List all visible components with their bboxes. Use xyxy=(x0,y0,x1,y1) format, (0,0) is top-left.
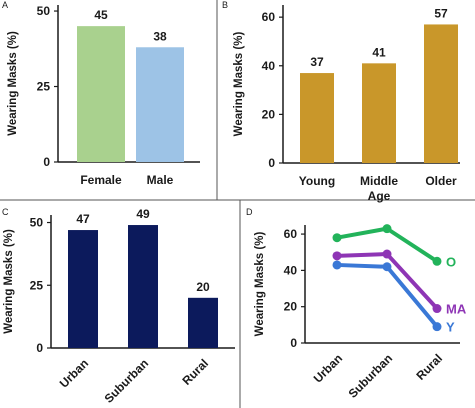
pd-y-tick-label: 40 xyxy=(284,263,298,277)
pd-series-line-ma xyxy=(336,252,439,310)
pa-y-tick-label: 25 xyxy=(37,80,51,94)
pc-x-tick-label: Suburban xyxy=(102,356,151,405)
pa-bar xyxy=(77,26,125,163)
panel-label-d: D xyxy=(246,207,253,217)
pb-x-tick-label-line: Age xyxy=(368,189,391,203)
pb-x-tick-label: Young xyxy=(299,174,335,188)
pa-bar xyxy=(136,47,184,163)
pb-x-tick-label-line: Older xyxy=(425,174,457,188)
pa-data-label: 45 xyxy=(94,8,108,22)
panel-d-location-by-age-chart: 0 20 40 60 Wearing Masks (%) Urban Suburban Rur… xyxy=(254,224,467,401)
pd-series-point-o xyxy=(332,233,342,243)
pd-series-point-y xyxy=(332,260,342,270)
pa-y-tick-label: 0 xyxy=(43,155,50,169)
pd-series-point-ma xyxy=(332,251,342,261)
panel-c-location-chart: 0 25 50 Wearing Masks (%) Urban Suburban Rural… xyxy=(3,207,235,406)
pb-y-tick-label: 0 xyxy=(268,156,275,170)
pd-series-label-ma: MA xyxy=(446,302,467,317)
pb-y-tick-label: 40 xyxy=(262,59,276,73)
pb-y-tick-label: 60 xyxy=(262,10,276,24)
pa-x-tick-label: Female xyxy=(80,173,122,187)
pc-y-tick-label: 25 xyxy=(30,278,44,292)
pc-data-label: 20 xyxy=(196,280,210,294)
pd-y-axis-label: Wearing Masks (%) xyxy=(254,232,266,337)
pd-x-tick-label: Suburban xyxy=(346,351,395,400)
pb-data-label: 37 xyxy=(310,55,324,69)
panel-label-b: B xyxy=(222,0,228,10)
pb-x-tick-label: Middle Age xyxy=(360,174,398,203)
panel-b-age-chart: 0 20 40 60 Wearing Masks (%) Young Middle Age Ol… xyxy=(233,5,460,203)
pc-data-label: 49 xyxy=(136,207,150,221)
pc-y-tick-label: 0 xyxy=(36,341,43,355)
pc-bar xyxy=(68,230,98,348)
pb-y-axis-label: Wearing Masks (%) xyxy=(233,32,245,137)
pb-bar xyxy=(300,73,334,163)
pa-x-tick-label: Male xyxy=(147,173,174,187)
pb-y-tick-label: 20 xyxy=(262,107,276,121)
pb-data-label: 41 xyxy=(372,45,386,59)
pc-data-label: 47 xyxy=(76,212,90,226)
pa-y-axis-label: Wearing Masks (%) xyxy=(7,31,19,136)
panel-a-gender-chart: 0 25 50 Wearing Masks (%) Female Male 45 38 xyxy=(7,4,200,187)
pd-y-tick-label: 60 xyxy=(284,227,298,241)
pb-data-label: 57 xyxy=(434,6,448,20)
pd-series-point-y xyxy=(432,322,442,332)
pd-series-point-y xyxy=(382,262,392,272)
pd-series-point-o xyxy=(432,256,442,266)
pa-y-tick-label: 50 xyxy=(37,4,51,18)
pd-x-tick-label: Urban xyxy=(311,351,345,385)
pd-y-tick-label: 0 xyxy=(290,336,297,350)
pd-series-point-ma xyxy=(432,304,442,314)
pd-series-label-y: Y xyxy=(446,320,455,335)
pc-x-tick-label: Urban xyxy=(57,356,91,390)
pb-x-tick-label-line: Middle xyxy=(360,174,398,188)
pd-series-point-ma xyxy=(382,249,392,259)
pb-bar xyxy=(362,63,396,163)
panel-label-c: C xyxy=(2,207,9,217)
pc-bar xyxy=(128,225,158,348)
pd-series-label-o: O xyxy=(446,254,456,269)
pc-bar xyxy=(188,297,218,348)
pb-bar xyxy=(424,24,458,164)
pb-x-tick-label: Older xyxy=(425,174,457,188)
pd-series-point-o xyxy=(382,224,392,234)
pd-series-line-y xyxy=(336,262,439,328)
pc-y-tick-label: 50 xyxy=(30,216,44,230)
pb-x-tick-label-line: Young xyxy=(299,174,335,188)
pd-x-tick-label: Rural xyxy=(414,351,446,383)
pa-data-label: 38 xyxy=(153,29,167,43)
pd-y-tick-label: 20 xyxy=(284,300,298,314)
pc-y-axis-label: Wearing Masks (%) xyxy=(3,229,15,334)
pc-x-tick-label: Rural xyxy=(180,356,212,388)
panel-label-a: A xyxy=(2,0,8,10)
